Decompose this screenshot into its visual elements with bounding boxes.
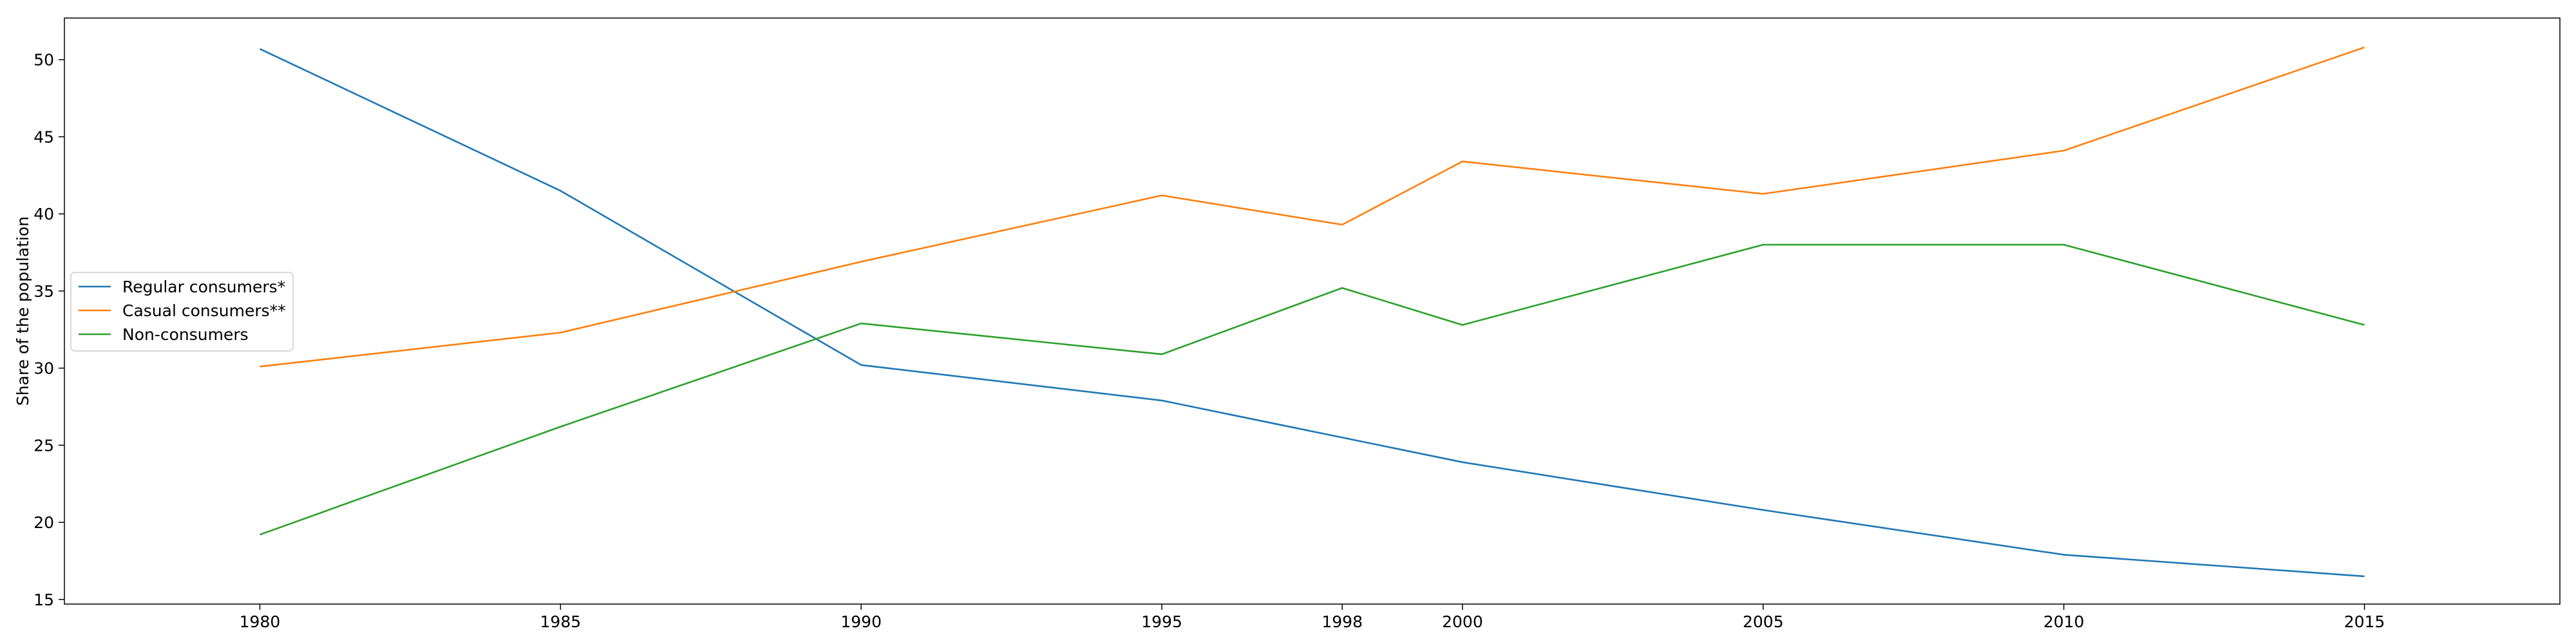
x-tick-label: 2005: [1743, 612, 1784, 631]
x-tick-label: 2010: [2043, 612, 2085, 631]
legend-label: Non-consumers: [122, 325, 249, 344]
x-tick-label: 2000: [1442, 612, 1483, 631]
y-tick-label: 50: [33, 51, 54, 70]
legend: Regular consumers* Casual consumers** Non-…: [70, 272, 294, 352]
series-line-regular-consumers: [259, 48, 2365, 578]
y-tick-label: 25: [33, 436, 54, 455]
plot-area: [64, 17, 2561, 605]
x-tick-label: 1995: [1141, 612, 1182, 631]
y-tick-label: 35: [33, 282, 54, 301]
x-tick-label: 1990: [840, 612, 882, 631]
series-line-non-consumers: [260, 243, 2365, 536]
y-tick-label: 20: [33, 513, 54, 532]
legend-box: [70, 272, 294, 352]
series-line-casual-consumers: [260, 46, 2365, 368]
x-axis: 1980 1985 1990 1995 1998 2000 2005 2010 2015: [240, 604, 2385, 631]
series-lines: [259, 46, 2365, 578]
legend-label: Regular consumers*: [122, 278, 285, 296]
x-tick-label: 1985: [540, 612, 582, 631]
x-tick-label: 2015: [2344, 612, 2385, 631]
y-axis-title: Share of the population: [14, 216, 32, 406]
y-tick-label: 45: [33, 128, 54, 146]
y-tick-label: 30: [33, 359, 54, 378]
y-tick-label: 40: [33, 205, 54, 223]
y-tick-label: 15: [33, 591, 54, 609]
y-axis: 15 20 25 30 35 40 45 50: [33, 51, 64, 609]
legend-label: Casual consumers**: [122, 301, 286, 320]
x-tick-label: 1980: [240, 612, 281, 631]
x-tick-label: 1998: [1321, 612, 1363, 631]
